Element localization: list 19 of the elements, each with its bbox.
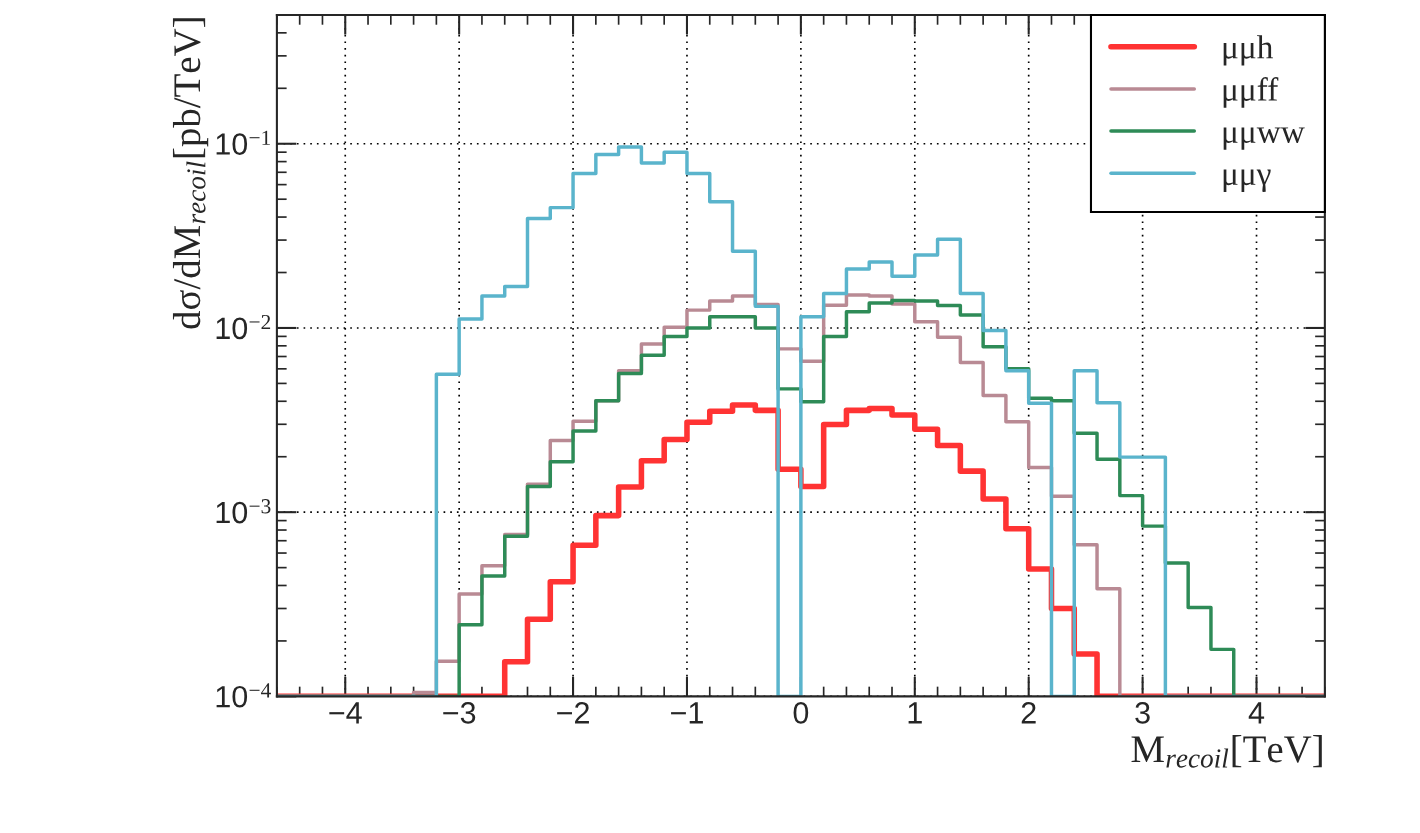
x-tick-label: −2 (557, 702, 589, 724)
y-tick-label: 10$^{−3}$ (216, 499, 271, 524)
x-tick-label: −1 (671, 702, 703, 724)
x-tick-label: 4 (1248, 702, 1265, 724)
legend-label: μμγ (1223, 169, 1271, 192)
legend-label: μμww (1223, 127, 1305, 150)
x-tick-label: 3 (1135, 702, 1150, 724)
x-tick-label: 2 (1021, 702, 1036, 724)
y-tick-label: 10$^{−1}$ (216, 130, 270, 155)
y-axis-title: dσ/dM$_{recoil}$[pb/TeV] (172, 18, 209, 329)
x-tick-label: 0 (793, 702, 809, 724)
legend-label: μμh (1223, 35, 1273, 66)
legend-label: μμff (1223, 77, 1279, 108)
x-tick-label: −3 (443, 702, 476, 724)
x-tick-label: −4 (329, 702, 362, 724)
x-axis-title: M$_{recoil}$[TeV] (1131, 735, 1322, 768)
y-tick-label: 10$^{−4}$ (216, 683, 271, 708)
x-tick-label: 1 (908, 702, 922, 724)
y-tick-label: 10$^{−2}$ (216, 314, 271, 340)
